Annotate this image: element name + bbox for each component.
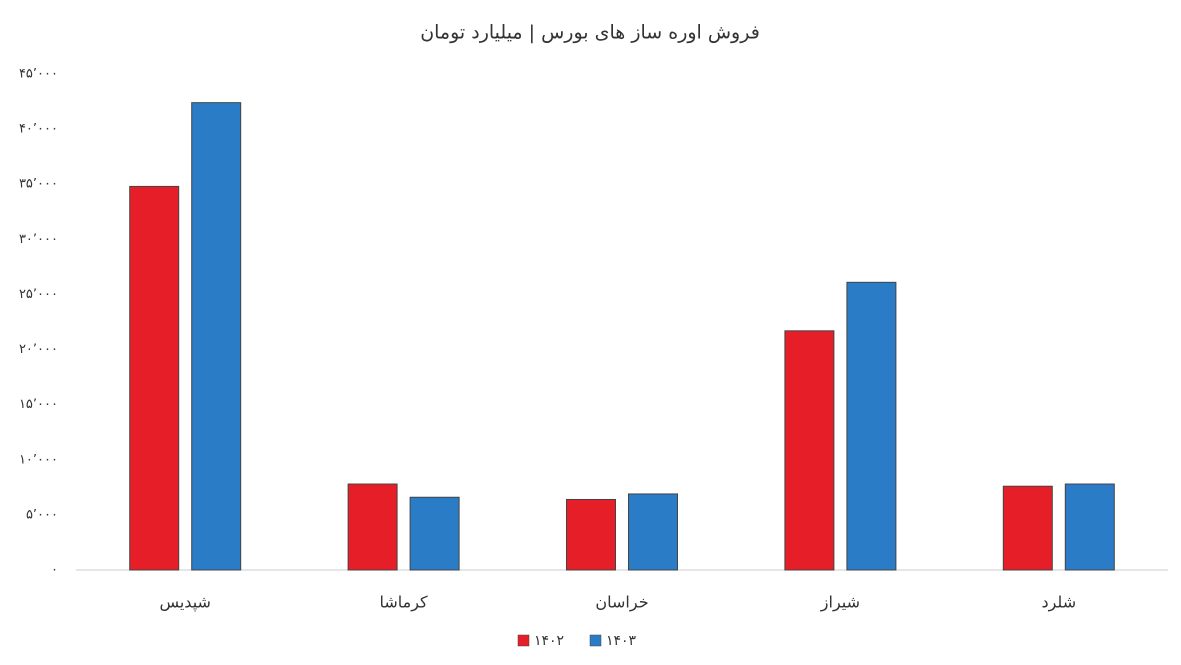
y-tick-label: ۵٬۰۰۰ xyxy=(26,507,58,522)
bar xyxy=(347,483,398,571)
legend-swatch xyxy=(517,634,530,647)
bar xyxy=(628,493,678,571)
x-tick-label: شیراز xyxy=(820,593,860,613)
y-tick-label: ۲۰٬۰۰۰ xyxy=(19,342,58,357)
y-tick-label: ۴۵٬۰۰۰ xyxy=(19,67,58,82)
bar xyxy=(566,498,616,571)
x-tick-label: شپدیس xyxy=(159,593,210,613)
y-tick-label: ۰ xyxy=(51,563,58,578)
y-tick-label: ۱۵٬۰۰۰ xyxy=(19,397,58,412)
x-tick-label: کرماشا xyxy=(380,593,429,613)
y-tick-label: ۲۵٬۰۰۰ xyxy=(19,287,58,302)
bar xyxy=(129,185,180,571)
y-tick-label: ۴۰٬۰۰۰ xyxy=(19,122,58,137)
legend-swatch xyxy=(589,634,602,647)
y-tick-label: ۳۰٬۰۰۰ xyxy=(19,232,58,247)
bar xyxy=(784,330,835,571)
y-tick-label: ۳۵٬۰۰۰ xyxy=(19,177,58,192)
chart-title: فروش اوره ساز های بورس | میلیارد تومان xyxy=(420,22,760,44)
bar xyxy=(846,281,897,571)
bar xyxy=(191,102,242,571)
x-tick-label: شلرد xyxy=(1041,593,1076,613)
legend-label: ۱۴۰۲ xyxy=(534,633,564,649)
bar xyxy=(1002,485,1053,571)
x-tick-label: خراسان xyxy=(595,593,648,613)
bar xyxy=(1064,483,1115,571)
bar xyxy=(409,496,460,571)
legend-label: ۱۴۰۳ xyxy=(606,633,637,649)
y-tick-label: ۱۰٬۰۰۰ xyxy=(19,452,58,467)
